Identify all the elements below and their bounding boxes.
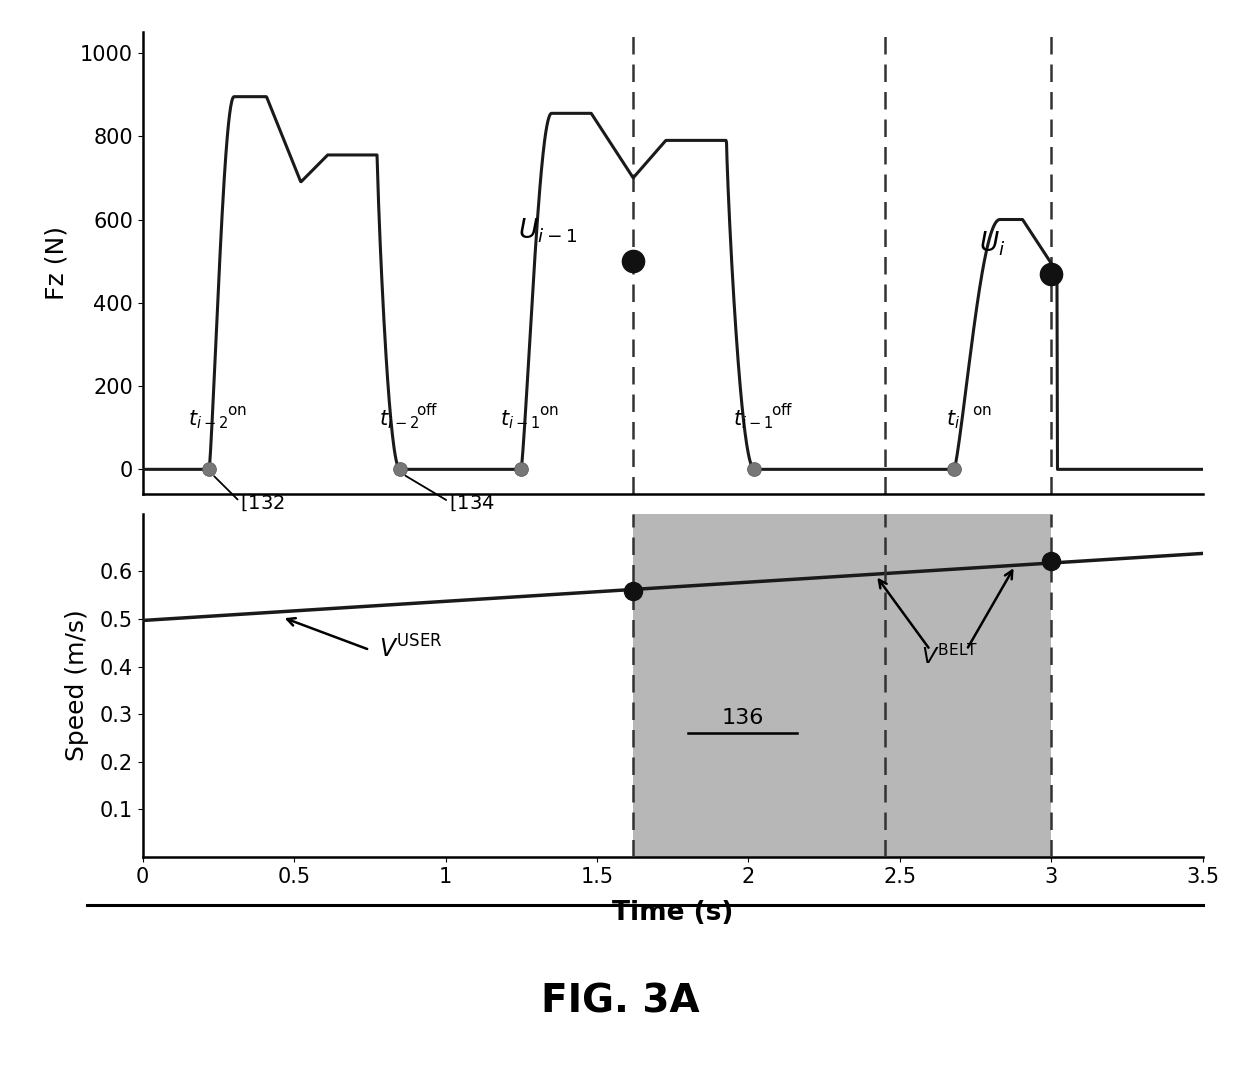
Text: $\mathrm{on}$: $\mathrm{on}$: [538, 403, 558, 418]
Y-axis label: Speed (m/s): Speed (m/s): [64, 609, 88, 761]
Text: $V^{\mathrm{USER}}$: $V^{\mathrm{USER}}$: [379, 636, 443, 663]
Text: $\mathrm{on}$: $\mathrm{on}$: [972, 403, 992, 418]
X-axis label: Time (s): Time (s): [613, 901, 733, 926]
Text: $\lfloor$132: $\lfloor$132: [239, 493, 284, 513]
Text: $\mathrm{on}$: $\mathrm{on}$: [227, 403, 247, 418]
Text: $V^{\mathrm{BELT}}$: $V^{\mathrm{BELT}}$: [921, 643, 978, 668]
Text: $t_{i-2}$: $t_{i-2}$: [187, 409, 228, 432]
Bar: [634, 514, 1052, 857]
Text: $t_{i-2}$: $t_{i-2}$: [378, 409, 419, 432]
Text: $\lfloor$134: $\lfloor$134: [449, 493, 495, 513]
Text: $U_i$: $U_i$: [978, 229, 1004, 258]
Text: $\mathrm{off}$: $\mathrm{off}$: [417, 403, 439, 418]
Text: FIG. 3A: FIG. 3A: [541, 982, 699, 1021]
Text: $U_{i-1}$: $U_{i-1}$: [518, 216, 578, 245]
Text: $\mathrm{off}$: $\mathrm{off}$: [770, 403, 792, 418]
Text: $t_{i-1}$: $t_{i-1}$: [500, 409, 539, 432]
Text: $t_{i}$: $t_{i}$: [946, 409, 960, 432]
Text: 136: 136: [722, 708, 764, 727]
Text: $t_{i-1}$: $t_{i-1}$: [733, 409, 773, 432]
Y-axis label: Fz (N): Fz (N): [45, 226, 68, 300]
